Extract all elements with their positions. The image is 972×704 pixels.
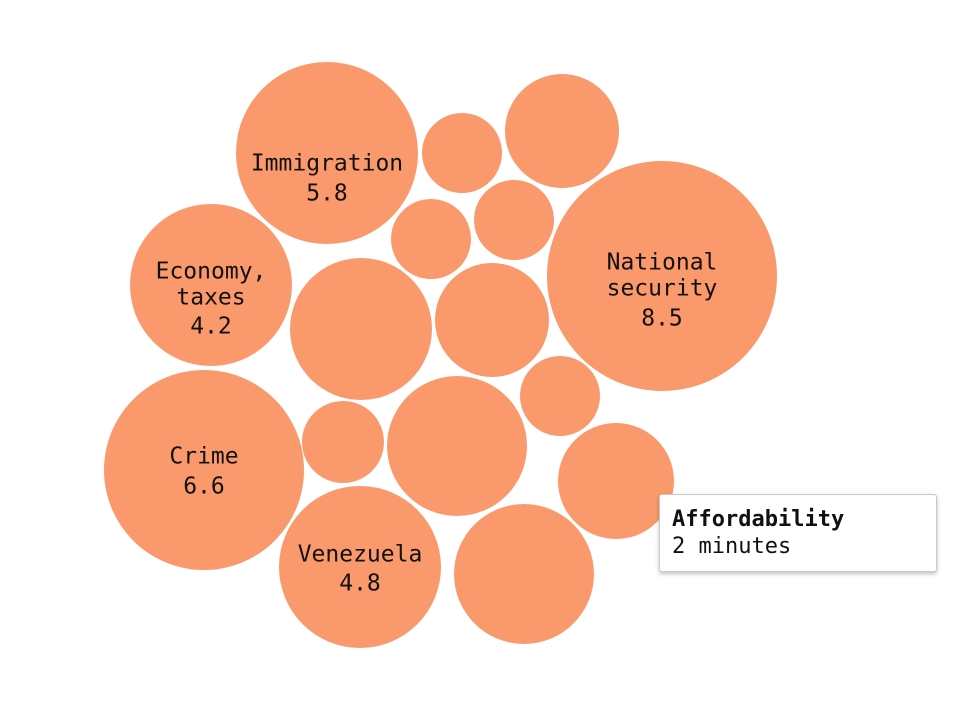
bubble-value-economy-taxes: 4.2 [190,314,232,340]
bubble-label-economy-taxes: taxes [176,285,245,311]
bubble-national-security[interactable] [547,161,777,391]
bubble-value-venezuela: 4.8 [339,571,381,597]
bubble-unlabelled-9[interactable] [387,376,527,516]
tooltip-value: 2 minutes [672,534,792,559]
bubble-unlabelled-8[interactable] [302,401,384,483]
bubble-unlabelled-1[interactable] [505,74,619,188]
bubble-label-venezuela: Venezuela [298,542,423,568]
bubble-value-national-security: 8.5 [641,306,683,332]
bubble-label-national-security: National [607,250,718,276]
bubble-economy-taxes[interactable] [130,204,292,366]
bubble-label-economy-taxes: Economy, [156,259,267,285]
bubble-unlabelled-3[interactable] [474,180,554,260]
tooltip-title: Affordability [672,507,845,532]
bubble-label-crime: Crime [169,444,238,470]
bubble-unlabelled-11[interactable] [454,504,594,644]
bubble-crime[interactable] [104,370,304,570]
bubble-immigration[interactable] [236,62,418,244]
bubble-unlabelled-2[interactable] [422,113,502,193]
bubble-unlabelled-6[interactable] [435,263,549,377]
tooltip: Affordability 2 minutes [659,494,937,572]
bubble-unlabelled-5[interactable] [290,258,432,400]
bubble-value-crime: 6.6 [183,474,225,500]
bubble-unlabelled-10[interactable] [558,423,674,539]
bubble-label-immigration: Immigration [251,151,403,177]
bubble-unlabelled-7[interactable] [520,356,600,436]
bubble-value-immigration: 5.8 [306,181,348,207]
bubble-venezuela[interactable] [279,486,441,648]
bubble-unlabelled-4[interactable] [391,199,471,279]
bubble-label-national-security: security [607,276,718,302]
